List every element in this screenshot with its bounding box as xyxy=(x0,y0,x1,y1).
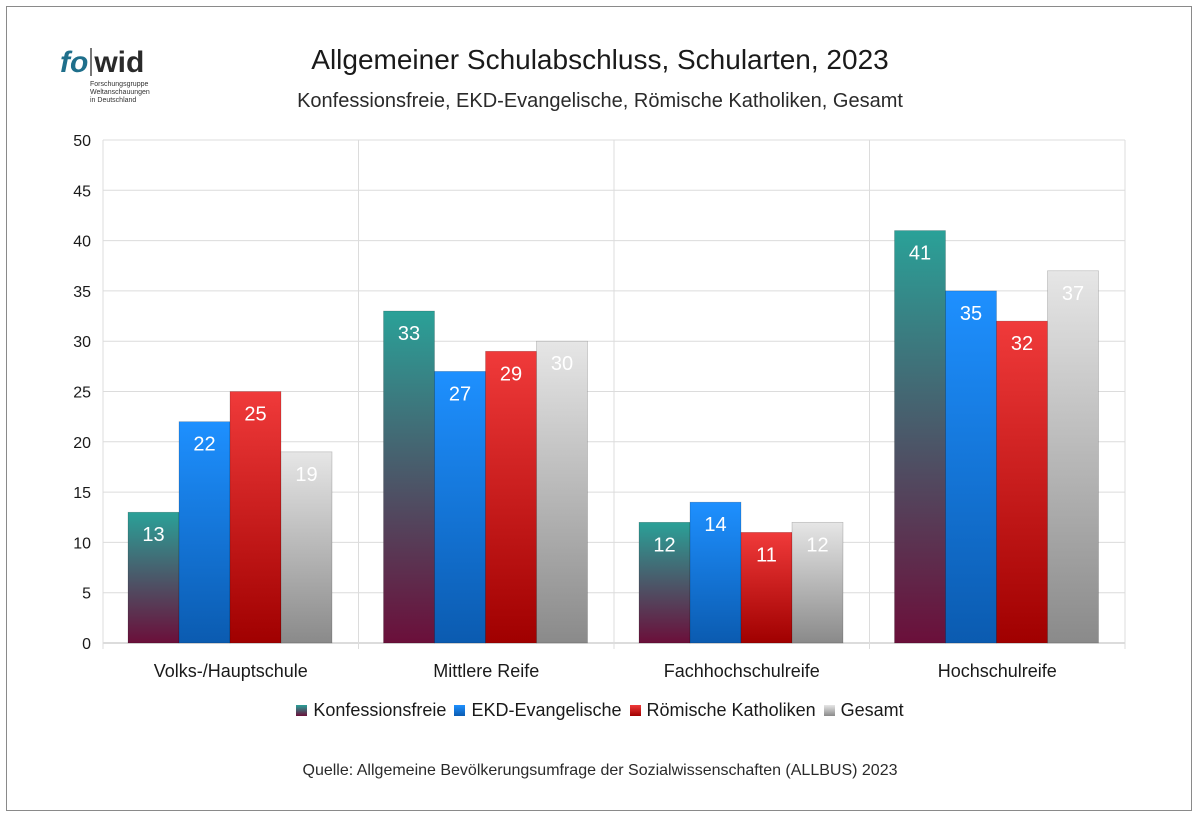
bars-group: 13 22 25 19 33 27 29 30 12 14 11 12 41 35 32 37 xyxy=(127,230,1099,644)
y-tick-label: 5 xyxy=(82,586,91,603)
bar-value-label: 12 xyxy=(653,534,675,556)
bar xyxy=(434,371,486,644)
y-tick-label: 0 xyxy=(82,636,91,653)
y-axis-ticks: 0 5 10 15 20 25 30 35 40 45 50 xyxy=(73,133,91,653)
legend-label: Römische Katholiken xyxy=(646,700,816,720)
legend-item: Römische Katholiken xyxy=(629,700,816,721)
bar xyxy=(127,511,180,644)
y-tick-label: 30 xyxy=(73,334,91,351)
logo-line-3: in Deutschland xyxy=(90,97,137,104)
bar-value-label: 33 xyxy=(398,323,420,345)
legend-swatch xyxy=(823,705,835,716)
legend-swatch xyxy=(454,705,466,716)
logo-subtitle: Forschungsgruppe Weltanschauungen in Deu… xyxy=(90,81,180,105)
bar-value-label: 32 xyxy=(1011,333,1033,355)
y-tick-label: 45 xyxy=(73,183,91,200)
bar-value-label: 41 xyxy=(909,243,931,265)
x-axis-labels: Volks-/Hauptschule Mittlere Reife Fachhoch… xyxy=(154,661,1057,681)
bar xyxy=(1047,270,1099,644)
x-category-label: Mittlere Reife xyxy=(433,661,539,681)
source-note: Quelle: Allgemeine Bevölkerungsumfrage d… xyxy=(302,762,898,779)
bar xyxy=(536,340,588,644)
legend-item: Konfessionsfreie xyxy=(296,700,446,721)
logo-part-1: fo xyxy=(60,46,89,79)
legend-swatch xyxy=(296,705,308,716)
bar-value-label: 35 xyxy=(960,303,982,325)
legend-item: EKD-Evangelische xyxy=(454,700,622,721)
bar-value-label: 37 xyxy=(1062,283,1084,305)
bar-value-label: 25 xyxy=(244,404,266,426)
bar xyxy=(996,320,1048,644)
x-category-label: Fachhochschulreife xyxy=(664,661,820,681)
y-tick-label: 25 xyxy=(73,385,91,402)
logo-part-2: wid xyxy=(94,46,145,79)
bar-value-label: 22 xyxy=(193,434,215,456)
legend-item: Gesamt xyxy=(823,700,904,721)
legend-swatch xyxy=(629,705,641,716)
legend-label: EKD-Evangelische xyxy=(471,700,622,720)
bar xyxy=(178,421,231,644)
bar-value-label: 19 xyxy=(295,464,317,486)
legend: Konfessionsfreie EKD-Evangelische Römische… xyxy=(0,700,1200,721)
y-tick-label: 50 xyxy=(73,133,91,150)
bar xyxy=(894,230,946,644)
bar xyxy=(280,451,333,644)
bar-value-label: 11 xyxy=(756,544,777,566)
y-tick-label: 10 xyxy=(73,535,91,552)
logo-line-1: Forschungsgruppe xyxy=(90,81,149,88)
chart-title: Allgemeiner Schulabschluss, Schularten, … xyxy=(311,44,889,75)
bar-value-label: 27 xyxy=(449,383,471,405)
y-tick-label: 15 xyxy=(73,485,91,502)
bar xyxy=(689,501,742,644)
logo-wordmark: fo wid xyxy=(60,48,144,78)
bar xyxy=(740,532,793,644)
y-tick-label: 20 xyxy=(73,435,91,452)
bar-value-label: 29 xyxy=(500,363,522,385)
bar-value-label: 13 xyxy=(142,524,164,546)
legend-label: Gesamt xyxy=(840,700,904,720)
y-tick-label: 40 xyxy=(73,234,91,251)
bar xyxy=(485,350,537,644)
chart-subtitle: Konfessionsfreie, EKD-Evangelische, Römi… xyxy=(297,90,903,112)
bar xyxy=(229,391,282,644)
bar-value-label: 30 xyxy=(551,353,573,375)
bar xyxy=(383,310,435,644)
bar xyxy=(945,290,997,644)
logo-separator xyxy=(90,48,93,76)
bar-value-label: 12 xyxy=(806,534,828,556)
y-tick-label: 35 xyxy=(73,284,91,301)
logo-line-2: Weltanschauungen xyxy=(90,89,150,96)
bar xyxy=(791,521,844,644)
chart-frame xyxy=(6,6,1192,811)
x-category-label: Volks-/Hauptschule xyxy=(154,661,308,681)
bar xyxy=(638,521,691,644)
bar-value-label: 14 xyxy=(704,514,726,536)
fowid-logo: fo wid Forschungsgruppe Weltanschauungen … xyxy=(60,48,170,110)
x-category-label: Hochschulreife xyxy=(938,661,1057,681)
legend-label: Konfessionsfreie xyxy=(313,700,447,720)
